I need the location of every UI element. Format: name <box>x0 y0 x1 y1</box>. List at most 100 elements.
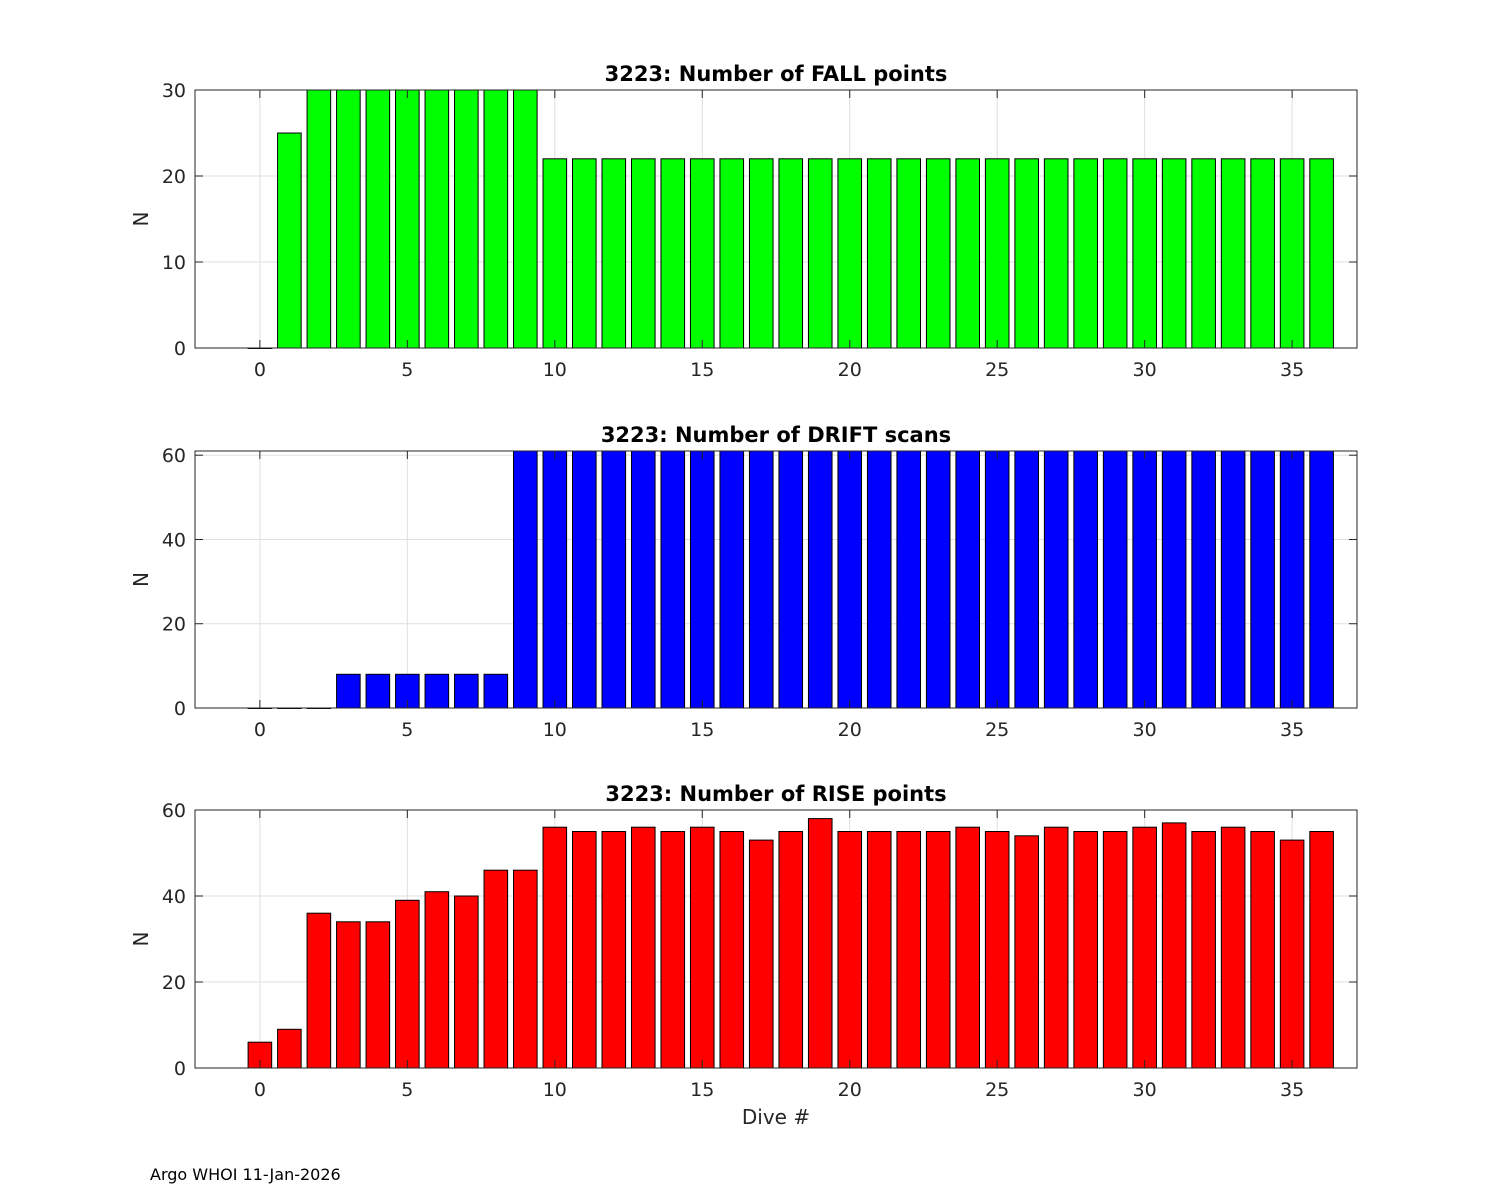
bar <box>1102 831 1128 1069</box>
bar <box>1220 158 1246 349</box>
bar <box>1161 450 1187 709</box>
bar <box>1250 450 1275 709</box>
bar <box>336 921 361 1069</box>
bar <box>1279 158 1305 349</box>
bar <box>1161 822 1187 1069</box>
bar <box>807 450 833 709</box>
bar <box>719 158 745 349</box>
bar <box>483 89 509 349</box>
y-axis-label: N <box>129 932 153 947</box>
y-tick-label: 20 <box>162 166 186 188</box>
x-tick-label: 15 <box>690 1079 714 1101</box>
bar <box>1014 158 1039 349</box>
bar <box>955 158 980 349</box>
bar <box>660 831 686 1069</box>
y-tick-label: 30 <box>162 80 186 102</box>
x-tick-label: 0 <box>254 1079 266 1101</box>
bar <box>1132 158 1157 349</box>
bar <box>395 899 420 1069</box>
x-tick-label: 25 <box>985 1079 1009 1101</box>
bar <box>483 869 509 1069</box>
y-tick-label: 0 <box>174 1058 186 1080</box>
bar <box>1309 831 1334 1069</box>
bar <box>542 450 568 709</box>
x-tick-label: 5 <box>401 719 413 741</box>
bar <box>601 450 627 709</box>
axes-frame <box>194 809 1358 1069</box>
bar <box>395 89 420 349</box>
bar <box>748 450 774 709</box>
bar <box>1279 450 1305 709</box>
bar <box>424 891 450 1069</box>
bar <box>601 831 627 1069</box>
y-tick-label: 0 <box>174 338 186 360</box>
bar <box>630 158 656 349</box>
bar <box>866 158 892 349</box>
bar <box>365 921 391 1069</box>
bar <box>1279 839 1305 1069</box>
bar <box>306 912 332 1069</box>
y-axis-label: N <box>129 212 153 227</box>
x-tick-label: 30 <box>1133 719 1157 741</box>
bar <box>365 673 391 709</box>
bar <box>866 831 892 1069</box>
bar <box>955 826 980 1069</box>
bar <box>660 158 686 349</box>
x-axis-label: Dive # <box>742 1105 810 1129</box>
x-tick-label: 15 <box>690 719 714 741</box>
bar <box>572 831 597 1069</box>
y-tick-label: 40 <box>162 886 186 908</box>
bar <box>277 1028 302 1069</box>
axes-frame <box>194 450 1358 709</box>
bar <box>778 450 804 709</box>
bar <box>1014 835 1039 1069</box>
bar <box>925 158 951 349</box>
x-tick-label: 15 <box>690 359 714 381</box>
bar <box>896 831 922 1069</box>
x-tick-label: 35 <box>1280 359 1304 381</box>
x-tick-label: 35 <box>1280 1079 1304 1101</box>
bar <box>1132 450 1157 709</box>
y-tick-label: 60 <box>162 445 186 467</box>
bar <box>454 673 479 709</box>
bar <box>925 831 951 1069</box>
x-tick-label: 20 <box>838 359 862 381</box>
bar <box>1250 158 1275 349</box>
bar <box>601 158 627 349</box>
bar <box>424 673 450 709</box>
bar <box>630 826 656 1069</box>
bar <box>660 450 686 709</box>
bar <box>454 89 479 349</box>
bar <box>1043 450 1069 709</box>
bar <box>689 450 715 709</box>
bar <box>454 895 479 1069</box>
bar <box>778 831 804 1069</box>
x-tick-label: 20 <box>838 719 862 741</box>
x-tick-label: 10 <box>543 359 567 381</box>
bar <box>689 158 715 349</box>
bar <box>778 158 804 349</box>
x-tick-label: 25 <box>985 719 1009 741</box>
footer-text: Argo WHOI 11-Jan-2026 <box>150 1165 341 1184</box>
bar <box>1073 831 1098 1069</box>
bar <box>365 89 391 349</box>
bar <box>1220 826 1246 1069</box>
bar <box>1191 450 1216 709</box>
x-tick-label: 30 <box>1133 1079 1157 1101</box>
bar <box>984 831 1010 1069</box>
bar <box>1073 450 1098 709</box>
bar <box>1309 450 1334 709</box>
chart-panel-3: 0 5 10 15 20 25 30 35 0 20 40 60 3223: Number of RIS… <box>129 782 1358 1129</box>
bar <box>483 673 509 709</box>
bar <box>925 450 951 709</box>
bar <box>336 89 361 349</box>
bar <box>719 450 745 709</box>
y-axis-label: N <box>129 572 153 587</box>
bar <box>807 818 833 1069</box>
bar <box>719 831 745 1069</box>
bar <box>513 450 538 709</box>
y-tick-label: 0 <box>174 698 186 720</box>
bar <box>1309 158 1334 349</box>
bar <box>630 450 656 709</box>
y-tick-label: 20 <box>162 614 186 636</box>
